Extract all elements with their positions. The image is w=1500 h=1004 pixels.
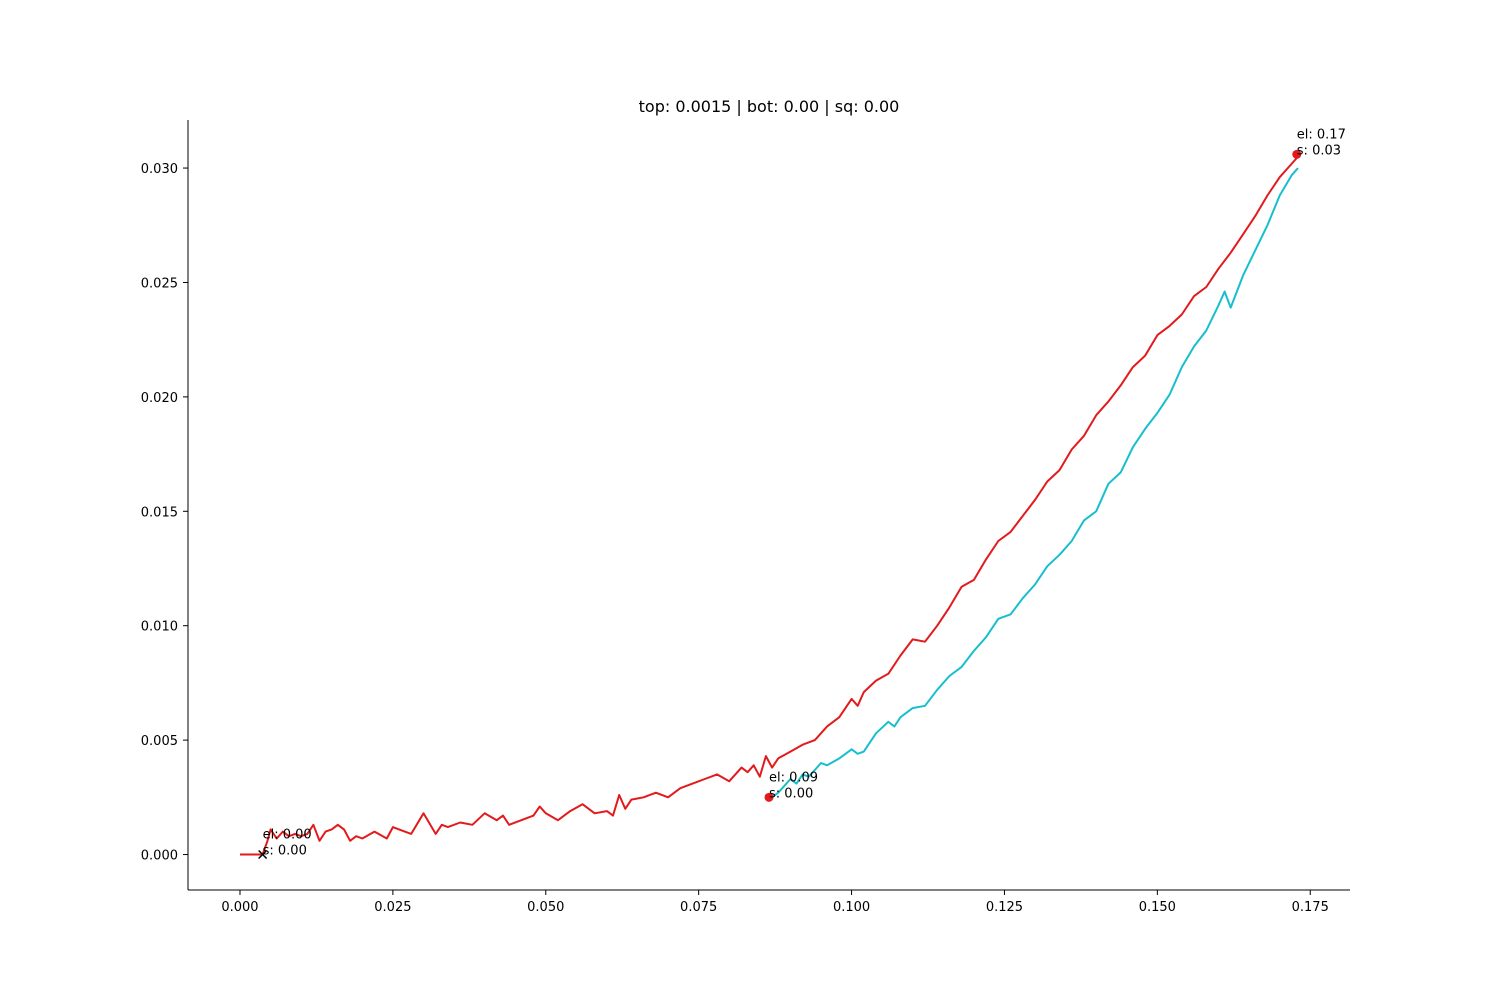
annotation-label: s: 0.00 [263, 844, 307, 859]
x-tick-label: 0.075 [680, 900, 717, 915]
x-marker [258, 850, 268, 860]
y-tick-label: 0.030 [141, 162, 178, 177]
y-tick-label: 0.025 [141, 276, 178, 291]
y-tick-label: 0.015 [141, 505, 178, 520]
series-line-1 [240, 155, 1299, 856]
marker-layer [258, 149, 1302, 860]
x-tick-label: 0.000 [221, 900, 258, 915]
annotation-label: el: 0.09 [769, 770, 818, 785]
annotation-label: el: 0.00 [263, 828, 312, 843]
y-tick-label: 0.010 [141, 620, 178, 635]
series-line-2 [771, 167, 1299, 799]
point-marker [1292, 149, 1302, 159]
x-tick-label: 0.050 [527, 900, 564, 915]
x-tick-label: 0.025 [374, 900, 411, 915]
x-tick-label: 0.175 [1292, 900, 1329, 915]
axes: 0.000 0.025 0.050 0.075 0.100 0.125 0.150 0.175… [141, 120, 1350, 915]
x-tick-label: 0.125 [986, 900, 1023, 915]
x-marker-stroke [258, 850, 268, 860]
annotation-label: el: 0.17 [1297, 127, 1346, 142]
x-tick-label: 0.100 [833, 900, 870, 915]
y-tick-label: 0.005 [141, 734, 178, 749]
y-tick-label: 0.000 [141, 849, 178, 864]
series-layer [240, 155, 1299, 856]
chart-title: top: 0.0015 | bot: 0.00 | sq: 0.00 [639, 97, 900, 116]
annotation-label: s: 0.03 [1297, 143, 1341, 158]
annotation-label: s: 0.00 [769, 786, 813, 801]
y-tick-label: 0.020 [141, 391, 178, 406]
point-marker [764, 792, 774, 802]
x-tick-label: 0.150 [1139, 900, 1176, 915]
